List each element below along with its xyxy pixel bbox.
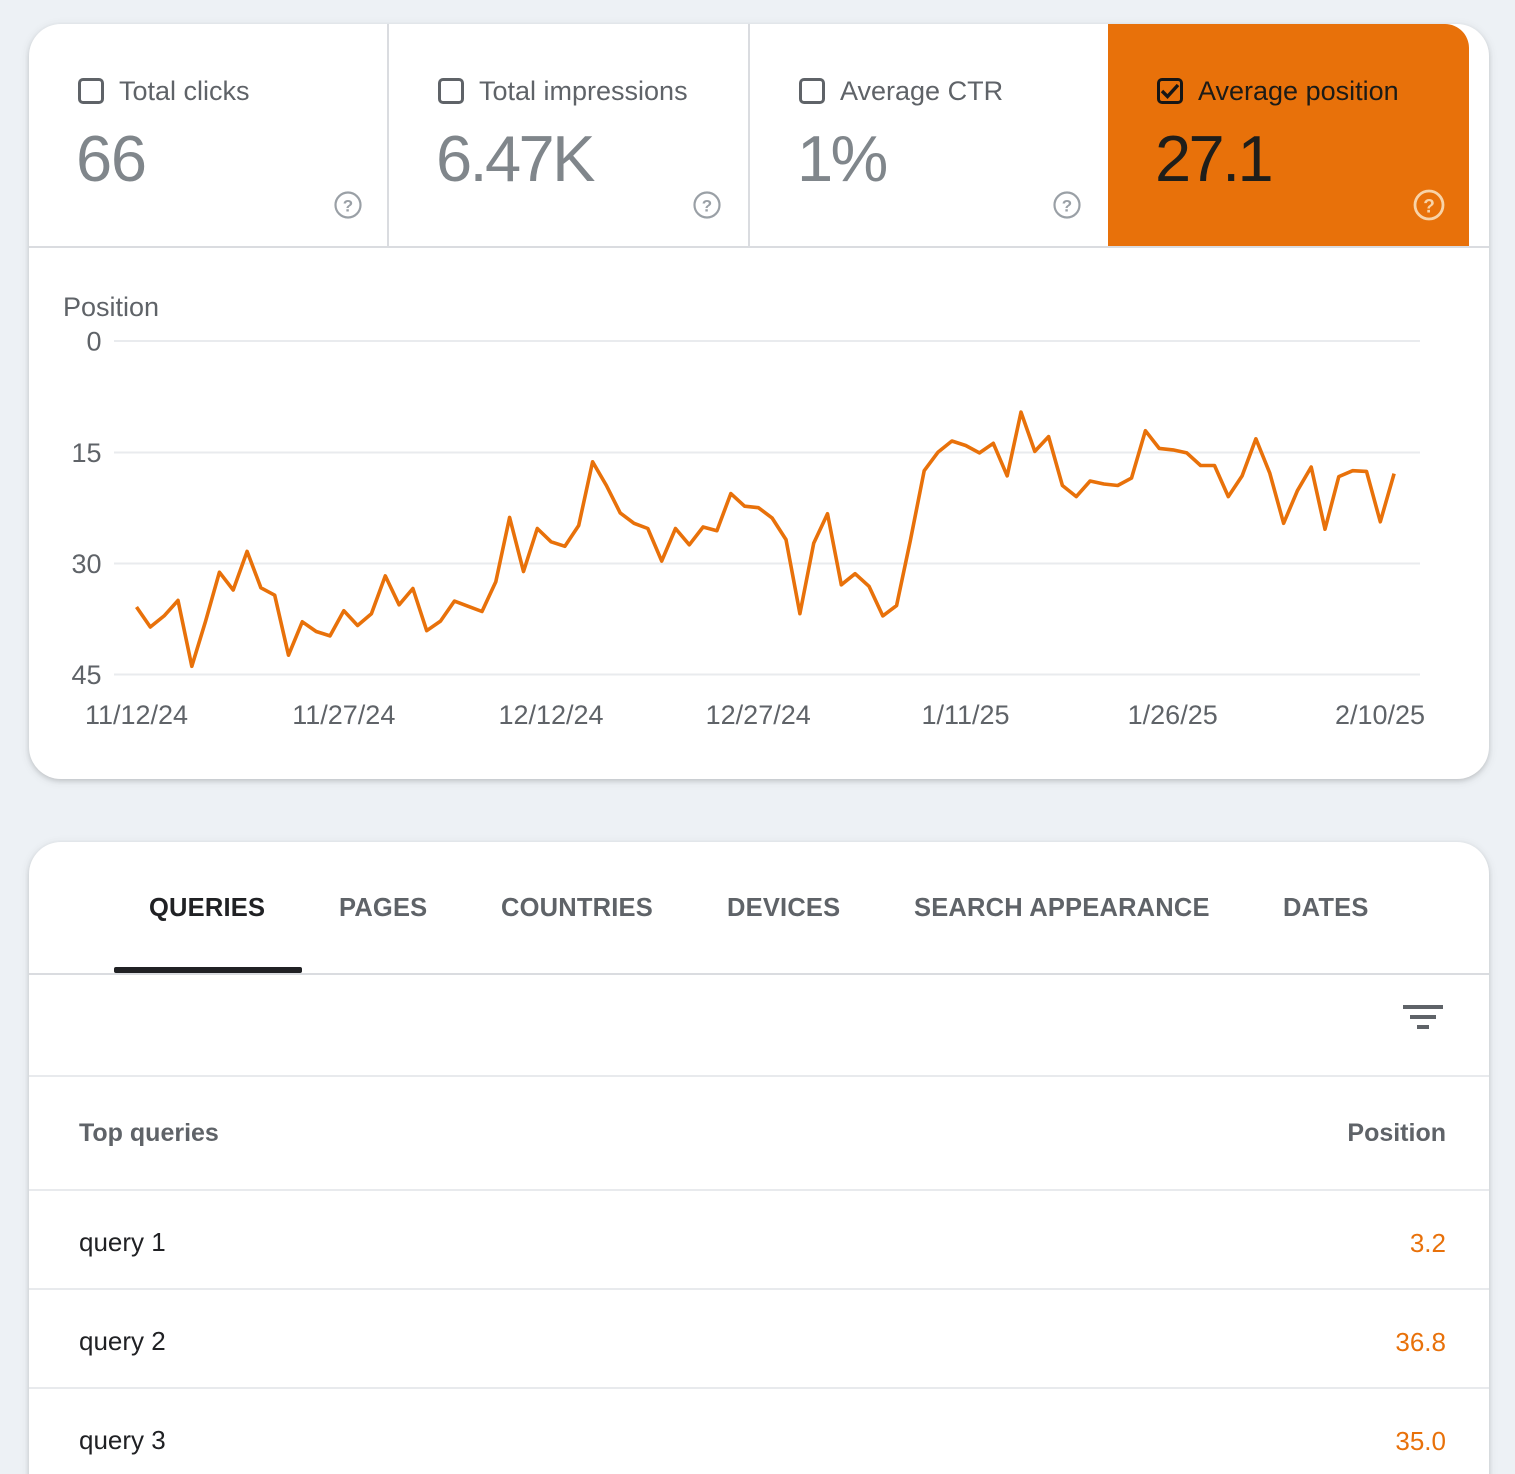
svg-text:?: ? [1062, 197, 1072, 216]
svg-text:0: 0 [86, 327, 101, 357]
svg-text:30: 30 [71, 549, 101, 579]
svg-text:?: ? [702, 197, 712, 216]
svg-text:12/27/24: 12/27/24 [706, 700, 811, 730]
svg-text:1/26/25: 1/26/25 [1128, 700, 1218, 730]
svg-text:?: ? [1423, 197, 1435, 218]
svg-text:11/27/24: 11/27/24 [292, 700, 395, 730]
svg-text:1/11/25: 1/11/25 [921, 700, 1009, 730]
svg-text:15: 15 [71, 438, 101, 468]
svg-text:?: ? [343, 197, 353, 216]
svg-text:45: 45 [71, 660, 101, 690]
svg-text:2/10/25: 2/10/25 [1335, 700, 1425, 730]
svg-text:11/12/24: 11/12/24 [85, 700, 188, 730]
svg-text:12/12/24: 12/12/24 [498, 700, 603, 730]
